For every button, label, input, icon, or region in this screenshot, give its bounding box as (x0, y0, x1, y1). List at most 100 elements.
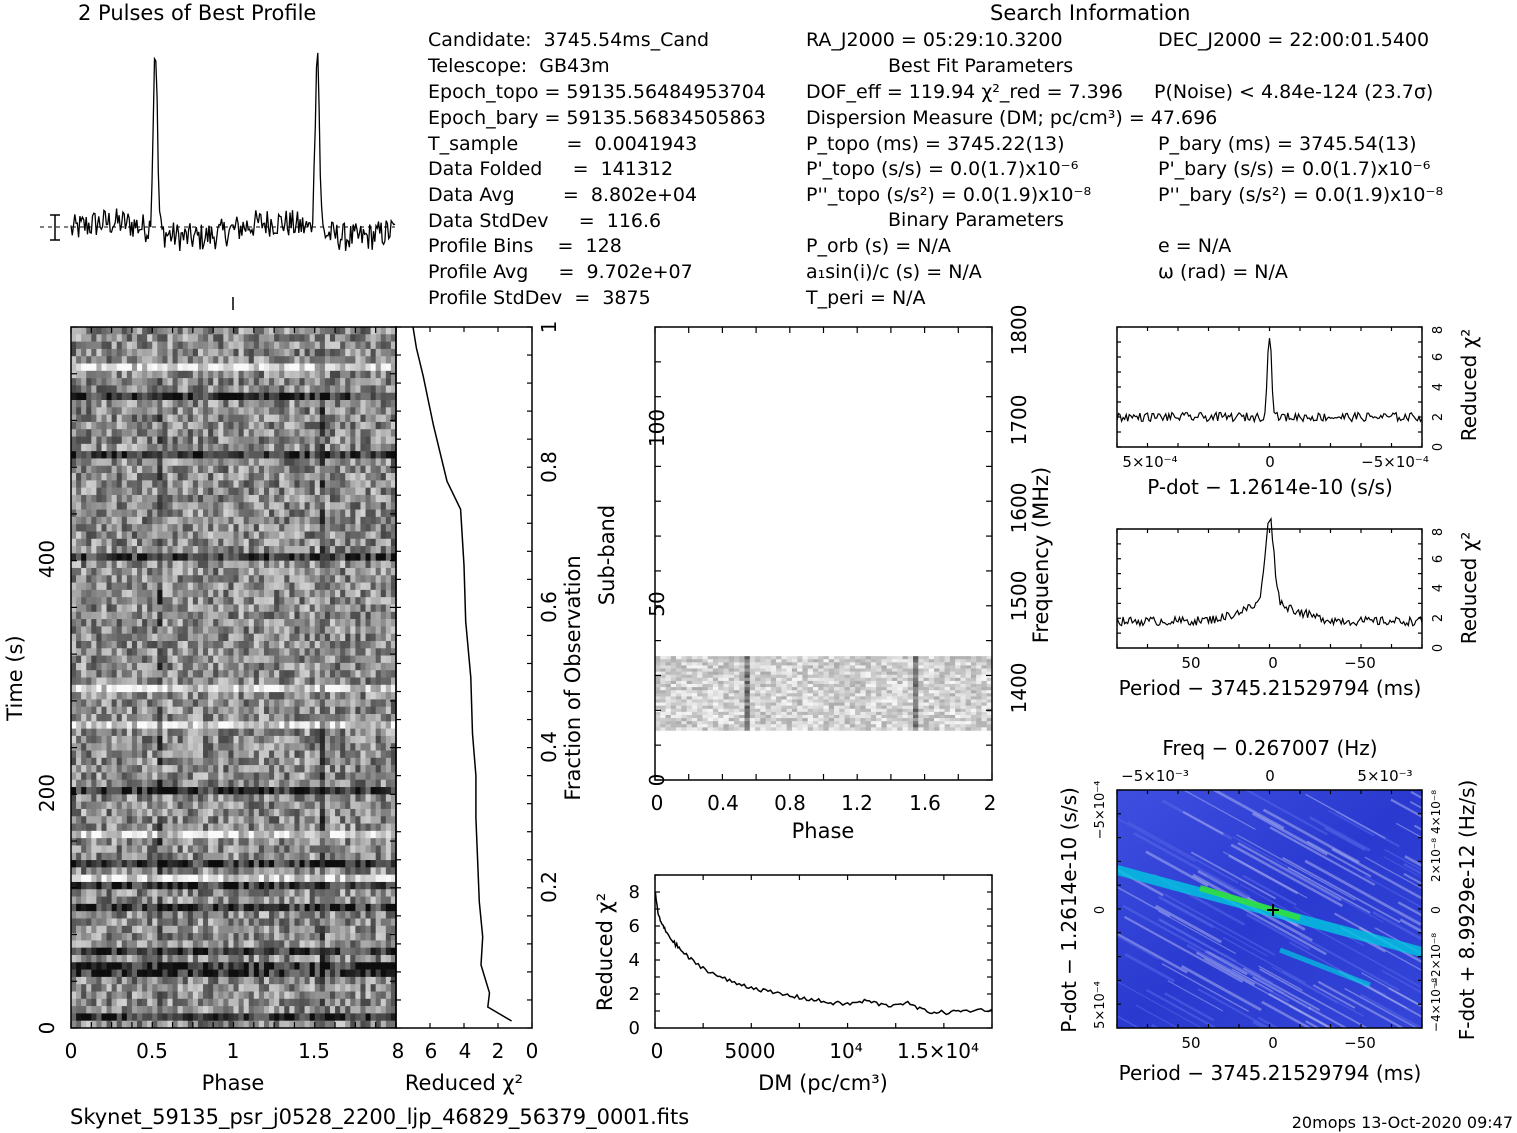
time-phase-cell (345, 867, 351, 875)
time-phase-cell (365, 721, 371, 729)
time-phase-cell (269, 451, 275, 459)
time-phase-cell (289, 655, 295, 664)
time-phase-cell (121, 677, 128, 686)
time-phase-cell (81, 378, 87, 386)
time-phase-cell (274, 619, 280, 627)
time-phase-cell (111, 385, 118, 394)
time-phase-cell (340, 560, 346, 569)
time-phase-cell (101, 721, 107, 729)
time-phase-cell (360, 487, 366, 496)
time-phase-cell (167, 845, 173, 854)
time-phase-cell (96, 881, 102, 890)
time-phase-cell (157, 787, 163, 795)
time-phase-cell (152, 516, 158, 525)
time-phase-cell (390, 502, 397, 510)
time-phase-cell (360, 567, 366, 576)
time-phase-cell (299, 473, 305, 481)
time-phase-cell (319, 874, 326, 883)
time-phase-cell (263, 794, 270, 802)
time-phase-cell (76, 363, 82, 372)
time-phase-cell (213, 334, 219, 342)
time-phase-cell (329, 487, 336, 496)
time-phase-cell (208, 714, 214, 722)
time-phase-cell (223, 699, 229, 708)
time-phase-cell (81, 553, 87, 561)
time-phase-cell (192, 699, 199, 708)
time-phase-cell (76, 436, 82, 445)
time-phase-cell (304, 597, 310, 605)
time-phase-cell (289, 662, 295, 671)
time-phase-cell (345, 640, 351, 649)
time-phase-cell (319, 743, 326, 751)
time-phase-cell (329, 327, 336, 335)
time-phase-cell (167, 363, 173, 372)
time-phase-cell (71, 516, 77, 525)
time-phase-cell (182, 400, 189, 408)
time-phase-cell (238, 538, 244, 547)
binary-title: Binary Parameters (888, 209, 1064, 231)
time-phase-cell (137, 524, 143, 532)
time-phase-cell (345, 677, 351, 686)
time-phase-cell (223, 721, 229, 729)
time-phase-cell (329, 348, 336, 357)
time-phase-cell (213, 772, 219, 781)
time-phase-cell (203, 407, 209, 415)
time-phase-cell (294, 421, 300, 430)
time-phase-cell (81, 823, 87, 832)
time-phase-cell (137, 348, 143, 357)
time-phase-cell (131, 487, 138, 496)
time-phase-cell (335, 728, 341, 737)
time-phase-cell (126, 692, 133, 700)
time-phase-cell (329, 502, 336, 510)
time-phase-cell (157, 589, 163, 598)
time-phase-cell (101, 757, 107, 766)
time-phase-cell (289, 487, 295, 496)
time-phase-cell (157, 429, 163, 437)
time-phase-cell (319, 480, 326, 488)
time-phase-cell (350, 874, 356, 883)
time-phase-cell (101, 589, 107, 598)
time-phase-cell (284, 575, 290, 583)
time-phase-cell (91, 757, 97, 766)
time-phase-cell (187, 662, 194, 671)
time-phase-cell (243, 692, 250, 700)
time-phase-cell (324, 400, 331, 408)
time-phase-cell (335, 421, 341, 430)
time-phase-cell (106, 765, 112, 773)
time-phase-cell (319, 706, 326, 715)
time-phase-cell (350, 699, 356, 708)
time-phase-cell (284, 443, 290, 452)
time-phase-cell (299, 670, 305, 678)
time-phase-cell (390, 378, 397, 386)
time-phase-cell (360, 867, 366, 875)
time-phase-cell (203, 852, 209, 861)
time-phase-cell (71, 421, 77, 430)
time-phase-cell (152, 874, 158, 883)
time-phase-cell (279, 546, 285, 554)
time-phase-cell (182, 662, 189, 671)
time-phase-cell (350, 757, 356, 766)
time-phase-cell (243, 392, 250, 401)
time-phase-cell (340, 575, 346, 583)
time-phase-cell (375, 743, 382, 751)
time-phase-cell (131, 597, 138, 605)
time-phase-cell (172, 779, 178, 788)
time-phase-cell (329, 480, 336, 488)
time-phase-cell (218, 531, 224, 540)
time-phase-cell (329, 838, 336, 846)
time-phase-cell (274, 757, 280, 766)
time-phase-cell (360, 801, 366, 810)
time-phase-cell (345, 421, 351, 430)
time-phase-cell (375, 341, 382, 350)
time-phase-cell (355, 735, 361, 744)
time-phase-cell (81, 728, 87, 737)
time-phase-cell (314, 757, 321, 766)
time-phase-cell (355, 414, 361, 423)
time-phase-cell (294, 852, 300, 861)
time-phase-cell (269, 414, 275, 423)
time-phase-cell (131, 494, 138, 503)
time-phase-cell (355, 597, 361, 605)
time-phase-cell (192, 575, 199, 583)
time-phase-cell (177, 823, 184, 832)
time-phase-cell (182, 640, 189, 649)
